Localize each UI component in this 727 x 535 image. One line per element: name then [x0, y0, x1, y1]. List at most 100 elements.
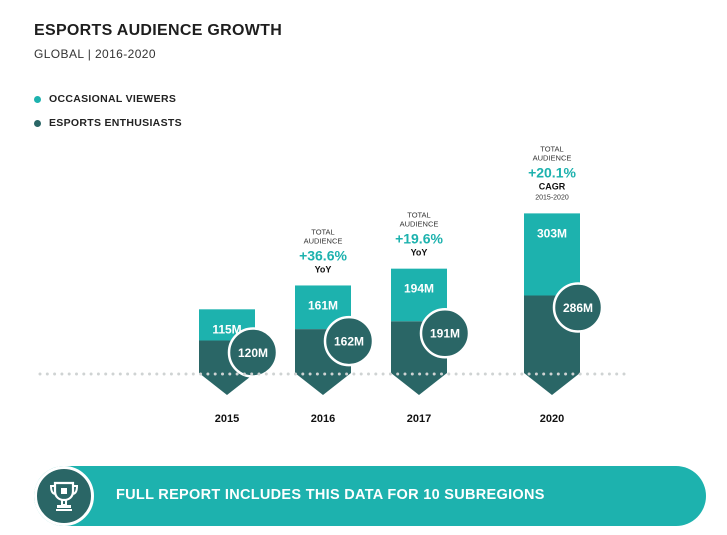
baseline-dot: [169, 372, 173, 376]
legend: OCCASIONAL VIEWERS ESPORTS ENTHUSIASTS: [34, 92, 182, 140]
baseline-dot: [483, 372, 487, 376]
data-label-occasional-2020: 303M: [537, 226, 567, 240]
baseline-dot: [184, 372, 188, 376]
baseline-dot: [374, 372, 378, 376]
baseline-dot: [520, 372, 524, 376]
baseline-dot: [213, 372, 217, 376]
data-label-enthusiasts-2017: 191M: [430, 327, 460, 341]
stacked-bar-chart: 115M 120M 2015 161M 162M 2016 194M 191M 2017 303M…: [38, 144, 626, 425]
baseline-dot: [162, 372, 166, 376]
report-banner[interactable]: FULL REPORT INCLUDES THIS DATA FOR 10 SU…: [34, 466, 706, 526]
baseline-dot: [235, 372, 239, 376]
legend-swatch-occasional: [34, 95, 41, 103]
legend-label-occasional: OCCASIONAL VIEWERS: [49, 93, 177, 105]
baseline-dot: [534, 372, 538, 376]
baseline-dot: [294, 372, 297, 376]
baseline-dot: [148, 372, 151, 376]
data-label-occasional-2015: 115M: [212, 322, 241, 336]
trophy-icon-graphic: [49, 481, 79, 511]
baseline-dot: [578, 372, 582, 376]
baseline-dot: [279, 372, 283, 376]
baseline-dot: [542, 372, 546, 376]
baseline-dot: [622, 372, 626, 376]
baseline-dot: [53, 372, 57, 376]
baseline-dot: [308, 372, 312, 376]
baseline-dot: [352, 372, 356, 376]
baseline-dot: [359, 372, 363, 376]
annotation-line2-2020: AUDIENCE: [533, 153, 572, 162]
baseline-dot: [96, 372, 100, 376]
baseline-dot: [82, 372, 86, 376]
baseline-dot: [381, 372, 385, 376]
baseline-dot: [257, 372, 261, 376]
baseline-dot: [199, 372, 203, 376]
baseline-dot: [126, 372, 130, 376]
baseline-dot: [396, 372, 400, 376]
data-label-occasional-2016: 161M: [308, 298, 338, 312]
trophy-icon: [34, 466, 94, 526]
baseline-dot: [571, 372, 575, 376]
baseline-dot: [447, 372, 451, 376]
badge-enthusiasts-2017: [419, 307, 471, 359]
baseline-dot: [607, 372, 611, 376]
annotation-sublabel-2020: 2015-2020: [535, 194, 569, 201]
baseline-dot: [133, 372, 137, 376]
chart-title: ESPORTS AUDIENCE GROWTH: [34, 22, 283, 39]
baseline-dot: [286, 372, 290, 376]
annotation-label-2017: YoY: [411, 248, 428, 258]
baseline-dot: [600, 372, 604, 376]
annotation-label-2016: YoY: [315, 264, 332, 274]
baseline-dot: [89, 372, 93, 376]
baseline-dot: [337, 372, 341, 376]
baseline-dot: [191, 372, 195, 376]
baseline-dot: [498, 372, 502, 376]
badge-enthusiasts-2016: [323, 315, 375, 367]
baseline-dot: [469, 372, 473, 376]
baseline-dot: [388, 372, 392, 376]
baseline-dot: [615, 372, 619, 376]
baseline-dot: [264, 372, 268, 376]
baseline-dot: [221, 372, 224, 376]
baseline-dot: [228, 372, 232, 376]
baseline-dot: [330, 372, 334, 376]
baseline-dot: [67, 372, 71, 376]
annotation-line2-2016: AUDIENCE: [304, 236, 343, 245]
chart-subtitle: GLOBAL | 2016-2020: [34, 47, 156, 61]
baseline-dot: [177, 372, 181, 376]
banner-text: FULL REPORT INCLUDES THIS DATA FOR 10 SU…: [116, 487, 545, 503]
baseline-dot: [301, 372, 305, 376]
annotation-value-2017: +19.6%: [395, 231, 443, 247]
baseline-dot: [556, 372, 560, 376]
baseline-dot: [403, 372, 407, 376]
baseline-dot: [505, 372, 509, 376]
baseline-dot: [45, 372, 49, 376]
baseline-dot: [272, 372, 276, 376]
annotation-line1-2017: TOTAL: [407, 211, 430, 220]
baseline-dot: [425, 372, 429, 376]
baseline-dot: [410, 372, 414, 376]
badge-enthusiasts-2015: [227, 327, 279, 378]
baseline-dot: [38, 372, 42, 376]
data-label-enthusiasts-2020: 286M: [563, 301, 593, 315]
x-tick-label-2016: 2016: [311, 413, 335, 425]
baseline-dot: [440, 372, 443, 376]
annotation-label-2020: CAGR: [539, 181, 566, 191]
bar-occasional-2020: [524, 213, 580, 296]
baseline-dot: [250, 372, 254, 376]
baseline-dot: [491, 372, 495, 376]
baseline-dot: [513, 372, 516, 376]
legend-swatch-enthusiasts: [34, 119, 41, 127]
baseline-dot: [75, 372, 78, 376]
annotation-line1-2016: TOTAL: [311, 227, 334, 236]
baseline-dot: [242, 372, 246, 376]
baseline-dot: [367, 372, 370, 376]
baseline-dot: [418, 372, 422, 376]
baseline-dot: [564, 372, 568, 376]
baseline-dot: [60, 372, 64, 376]
baseline-dot: [593, 372, 597, 376]
baseline-dot: [549, 372, 553, 376]
baseline-dot: [476, 372, 480, 376]
baseline-dot: [432, 372, 436, 376]
baseline-dot: [206, 372, 210, 376]
legend-label-enthusiasts: ESPORTS ENTHUSIASTS: [49, 117, 182, 129]
